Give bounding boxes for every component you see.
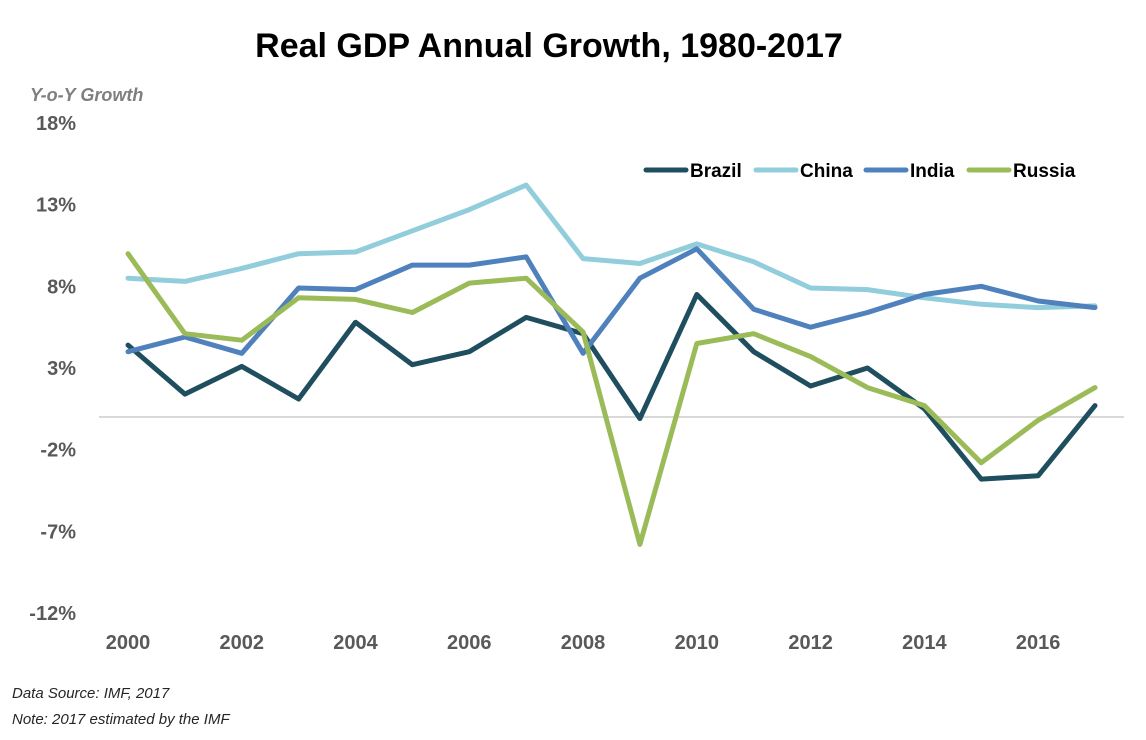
legend-label-india: India (910, 161, 955, 182)
x-tick-labels: 2000 2002 2004 2006 2008 2010 2012 2014 2016 (106, 632, 1061, 654)
y-tick-label: 13% (36, 195, 76, 217)
x-tick-label: 2008 (561, 632, 606, 654)
y-axis-label: Y-o-Y Growth (30, 85, 143, 105)
y-tick-labels: 18% 13% 8% 3% -2% -7% -12% (29, 113, 76, 625)
legend-label-china: China (800, 161, 853, 182)
y-tick-label: 18% (36, 113, 76, 135)
y-tick-label: -2% (40, 440, 76, 462)
x-tick-label: 2014 (902, 632, 947, 654)
series-line-china (125, 182, 1098, 311)
x-tick-label: 2010 (675, 632, 720, 654)
x-tick-label: 2002 (220, 632, 265, 654)
x-tick-label: 2006 (447, 632, 492, 654)
data-source-note: Data Source: IMF, 2017 (12, 685, 170, 702)
chart-title: Real GDP Annual Growth, 1980-2017 (255, 27, 843, 65)
y-tick-label: -12% (29, 603, 76, 625)
legend-label-russia: Russia (1013, 161, 1076, 182)
x-tick-label: 2016 (1016, 632, 1061, 654)
estimate-note: Note: 2017 estimated by the IMF (12, 711, 230, 728)
legend-label-brazil: Brazil (690, 161, 742, 182)
x-tick-label: 2004 (333, 632, 378, 654)
x-tick-label: 2000 (106, 632, 151, 654)
series-line-india (125, 246, 1098, 356)
x-tick-label: 2012 (788, 632, 833, 654)
y-tick-label: 3% (47, 358, 76, 380)
series-line-brazil (125, 292, 1098, 482)
y-tick-label: 8% (47, 276, 76, 298)
legend: Brazil China India Russia (643, 161, 1076, 182)
series-lines (125, 182, 1098, 547)
series-line-russia (125, 251, 1098, 547)
y-tick-label: -7% (40, 521, 76, 543)
